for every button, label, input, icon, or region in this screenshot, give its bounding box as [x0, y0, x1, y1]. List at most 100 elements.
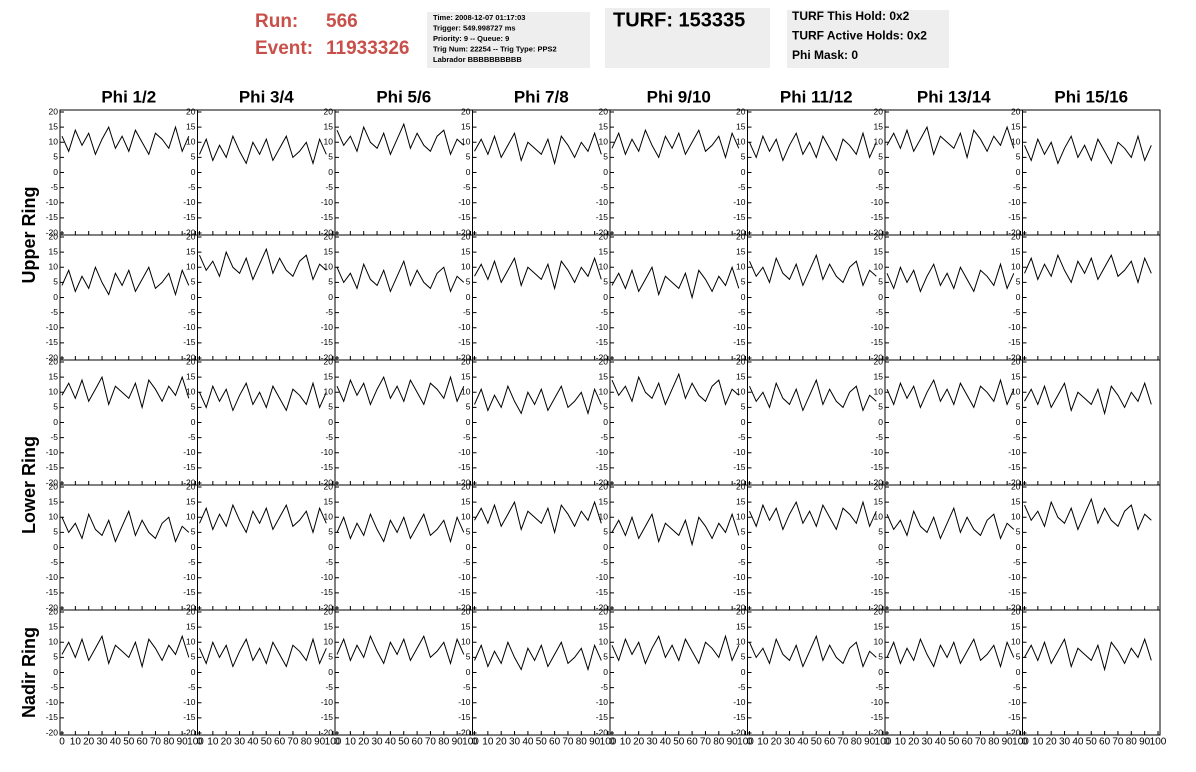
x-tick-label: 10	[345, 737, 357, 748]
y-tick-label: 10	[1011, 637, 1021, 647]
y-tick-label: 10	[324, 137, 334, 147]
y-tick-label: 20	[324, 606, 334, 616]
y-tick-label: -5	[325, 557, 333, 567]
y-tick-label: 15	[324, 621, 334, 631]
y-tick-label: 20	[599, 606, 609, 616]
y-tick-label: -5	[325, 432, 333, 442]
y-tick-label: 5	[466, 152, 471, 162]
x-tick-label: 30	[921, 737, 933, 748]
y-tick-label: -15	[1008, 587, 1021, 597]
y-tick-label: -5	[50, 432, 58, 442]
y-tick-label: 15	[186, 246, 196, 256]
waveform	[886, 506, 1015, 540]
x-tick-label: 90	[1139, 737, 1151, 748]
y-tick-label: 20	[1011, 231, 1021, 241]
y-tick-label: -20	[871, 352, 884, 362]
panel-frame	[1022, 234, 1161, 361]
x-tick-label: 10	[207, 737, 219, 748]
x-tick-label: 20	[496, 737, 508, 748]
y-tick-label: -20	[321, 727, 334, 737]
y-tick-label: -10	[183, 197, 196, 207]
y-tick-label: -15	[596, 587, 609, 597]
waveform	[199, 247, 327, 281]
y-tick-label: 5	[603, 277, 608, 287]
y-tick-label: -20	[183, 352, 196, 362]
y-tick-label: 10	[736, 137, 746, 147]
y-tick-label: 10	[186, 262, 196, 272]
y-tick-label: 10	[49, 512, 59, 522]
y-tick-label: 5	[191, 277, 196, 287]
y-tick-label: -5	[600, 182, 608, 192]
y-tick-label: -10	[596, 572, 609, 582]
y-tick-label: -15	[321, 587, 334, 597]
x-tick-label: 50	[261, 737, 273, 748]
y-tick-label: 20	[49, 106, 59, 116]
y-tick-label: 5	[603, 652, 608, 662]
y-tick-label: 0	[191, 417, 196, 427]
y-tick-label: -5	[50, 557, 58, 567]
y-tick-label: -10	[458, 572, 471, 582]
y-tick-label: -20	[321, 352, 334, 362]
y-tick-label: 20	[1011, 481, 1021, 491]
y-tick-label: 5	[466, 277, 471, 287]
x-tick-label: 60	[1099, 737, 1111, 748]
y-tick-label: -5	[463, 307, 471, 317]
y-tick-label: 10	[324, 262, 334, 272]
x-tick-label: 90	[589, 737, 601, 748]
y-tick-label: -10	[183, 447, 196, 457]
y-tick-label: -10	[183, 697, 196, 707]
y-tick-label: -15	[596, 337, 609, 347]
waveform	[749, 131, 877, 162]
y-tick-label: 15	[49, 496, 59, 506]
y-tick-label: 5	[1016, 277, 1021, 287]
y-tick-label: 20	[49, 231, 59, 241]
waveform	[886, 262, 1015, 293]
y-tick-label: -15	[46, 712, 59, 722]
y-tick-label: 15	[461, 121, 471, 131]
panel-frame	[1022, 359, 1161, 486]
y-tick-label: -15	[321, 337, 334, 347]
x-tick-label: 0	[1022, 737, 1028, 748]
y-tick-label: -5	[875, 307, 883, 317]
x-tick-label: 60	[824, 737, 836, 748]
y-tick-label: -10	[733, 197, 746, 207]
y-tick-label: -20	[1008, 602, 1021, 612]
x-tick-label: 10	[895, 737, 907, 748]
y-tick-label: -10	[596, 697, 609, 707]
y-tick-label: 0	[741, 417, 746, 427]
y-tick-label: 5	[191, 527, 196, 537]
panel-frame	[59, 609, 198, 736]
y-tick-label: 20	[324, 106, 334, 116]
column-title: Phi 9/10	[647, 87, 711, 106]
y-tick-label: -20	[733, 727, 746, 737]
column-title: Phi 5/6	[376, 87, 431, 106]
y-tick-label: 0	[53, 542, 58, 552]
y-tick-label: -20	[596, 352, 609, 362]
panel-frame	[1022, 484, 1161, 611]
y-tick-label: 15	[599, 246, 609, 256]
y-tick-label: 5	[603, 152, 608, 162]
y-tick-label: 5	[466, 402, 471, 412]
waveform	[611, 634, 740, 665]
x-tick-label: 20	[771, 737, 783, 748]
y-tick-label: 0	[878, 167, 883, 177]
y-tick-label: -20	[321, 477, 334, 487]
x-tick-label: 70	[287, 737, 299, 748]
x-tick-label: 100	[325, 737, 342, 748]
y-tick-label: 20	[49, 606, 59, 616]
y-tick-label: 5	[328, 152, 333, 162]
y-tick-label: 10	[324, 387, 334, 397]
y-tick-label: -20	[871, 227, 884, 237]
x-tick-label: 40	[110, 737, 122, 748]
y-tick-label: 15	[599, 496, 609, 506]
y-tick-label: 0	[878, 292, 883, 302]
panel-frame	[197, 109, 336, 236]
y-tick-label: 15	[874, 496, 884, 506]
x-tick-label: 50	[811, 737, 823, 748]
y-tick-label: -5	[463, 682, 471, 692]
y-tick-label: 5	[328, 402, 333, 412]
y-tick-label: -20	[183, 602, 196, 612]
x-tick-label: 40	[522, 737, 534, 748]
panel-frame	[472, 484, 611, 611]
y-tick-label: 0	[603, 417, 608, 427]
